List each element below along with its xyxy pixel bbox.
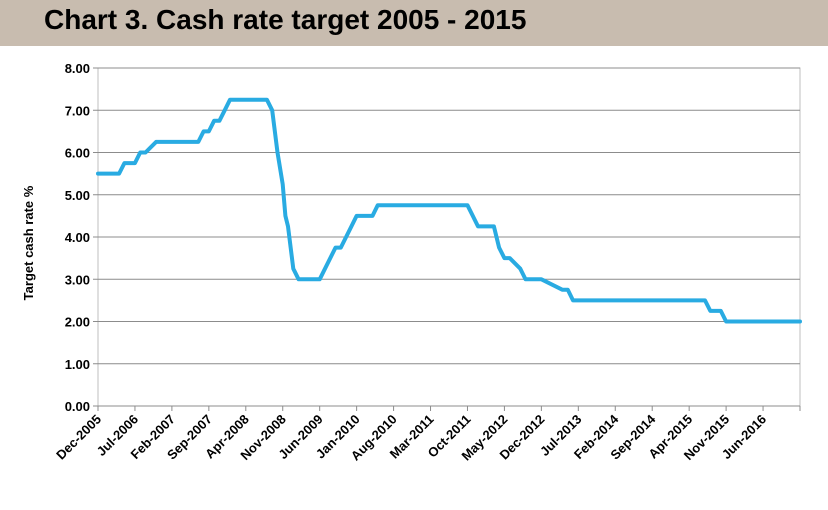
y-tick-label: 8.00 <box>65 61 90 76</box>
y-tick-label: 2.00 <box>65 315 90 330</box>
y-tick-label: 1.00 <box>65 357 90 372</box>
x-tick-label: Dec-2005 <box>53 412 104 463</box>
y-tick-label: 7.00 <box>65 103 90 118</box>
chart-title: Chart 3. Cash rate target 2005 - 2015 <box>44 4 527 35</box>
y-tick-label: 6.00 <box>65 146 90 161</box>
line-chart: Target cash rate % 0.00 1.00 2.00 3.00 4.00 5… <box>21 61 802 464</box>
series-line-cash-rate <box>96 97 802 324</box>
y-tick-label: 5.00 <box>65 188 90 203</box>
y-tick-label: 4.00 <box>65 230 90 245</box>
chart-panel: Target cash rate % 0.00 1.00 2.00 3.00 4.00 5… <box>0 46 828 510</box>
y-tick-label: 0.00 <box>65 399 90 414</box>
y-axis-label: Target cash rate % <box>21 185 36 300</box>
y-tick-label: 3.00 <box>65 272 90 287</box>
